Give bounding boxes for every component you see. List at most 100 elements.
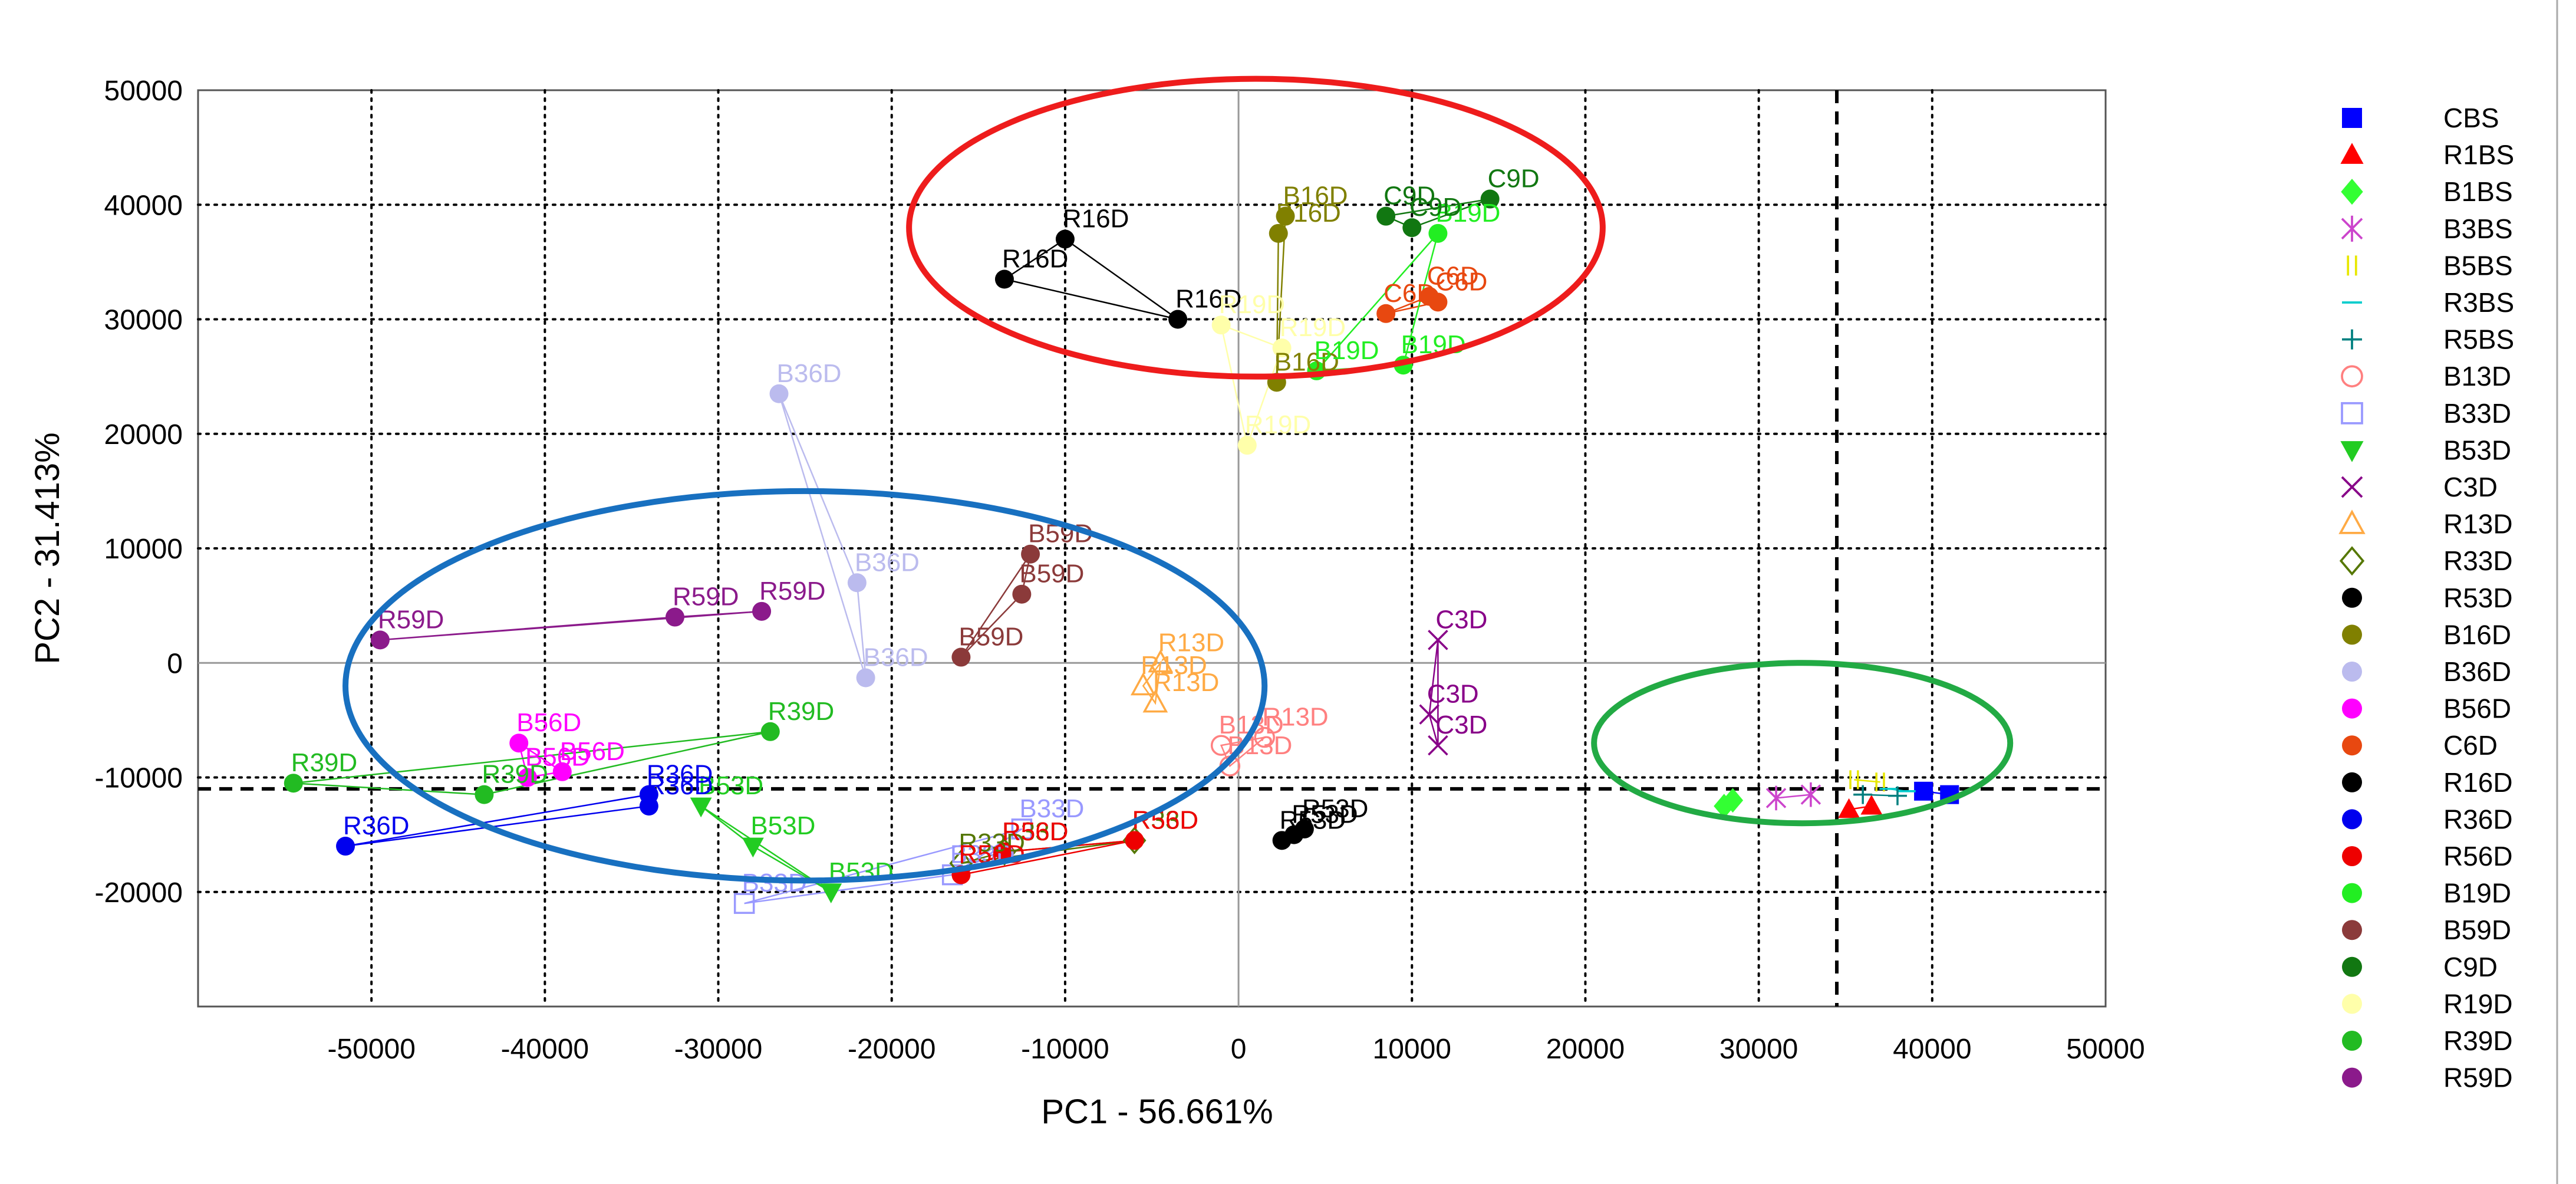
- x-tick-label: 40000: [1893, 1034, 1971, 1065]
- plot-area-frame: [197, 89, 2107, 1008]
- point-label-r13d: R13D: [1153, 668, 1220, 697]
- legend-label-b59d: B59D: [2443, 915, 2511, 945]
- point-r39d: [760, 722, 780, 741]
- legend-marker-r36d: [2342, 809, 2362, 830]
- point-r56d: [994, 842, 1014, 861]
- legend-label-r59d: R59D: [2443, 1063, 2513, 1093]
- point-b36d: [769, 384, 789, 403]
- y-tick-label: 40000: [104, 190, 183, 221]
- cluster-ellipse: [906, 75, 1606, 380]
- point-r56d: [1125, 831, 1144, 850]
- point-label-c9d: C9D: [1488, 165, 1540, 193]
- legend: CBS R1BS B1BS B3BS B5BS R3BS R5BS B13D B33D B53D C…: [2338, 103, 2514, 1093]
- cluster-ellipse: [1591, 660, 2014, 827]
- point-b53d: [742, 837, 764, 858]
- point-label-r59d: R59D: [378, 605, 444, 634]
- point-label-c6d: C6D: [1383, 279, 1435, 308]
- x-tick-label: 10000: [1373, 1034, 1451, 1065]
- legend-marker-b33d: [2341, 402, 2363, 425]
- legend-label-b1bs: B1BS: [2443, 176, 2513, 207]
- legend-marker-r19d: [2342, 994, 2362, 1014]
- legend-marker-b3bs: [2341, 215, 2363, 242]
- point-cbs: [1914, 781, 1933, 801]
- point-label-r36d: R36D: [647, 760, 713, 789]
- y-tick-label: -20000: [95, 877, 183, 909]
- point-label-r39d: R39D: [768, 697, 835, 726]
- legend-marker-cbs: [2342, 108, 2362, 128]
- point-b36d: [856, 668, 875, 688]
- point-label-c3d: C3D: [1435, 711, 1487, 739]
- point-b56d: [509, 734, 529, 753]
- connector-b33d: [744, 828, 1023, 905]
- legend-label-c6d: C6D: [2443, 730, 2498, 761]
- x-tick-label: -20000: [848, 1034, 935, 1065]
- point-c3d: [1419, 704, 1439, 725]
- point-r19d: [1211, 315, 1231, 335]
- legend-label-b33d: B33D: [2443, 398, 2511, 429]
- x-tick-label: 30000: [1719, 1034, 1798, 1065]
- point-r1bs: [1838, 798, 1860, 818]
- legend-label-b19d: B19D: [2443, 878, 2511, 909]
- legend-label-c3d: C3D: [2443, 472, 2498, 502]
- point-label-c9d: C9D: [1409, 193, 1461, 222]
- point-label-b56d: B56D: [516, 708, 581, 737]
- point-r59d: [752, 601, 772, 621]
- point-label-r19d: R19D: [1245, 410, 1312, 439]
- point-label-b53d: B53D: [699, 771, 763, 800]
- legend-marker-b36d: [2342, 662, 2362, 682]
- legend-label-r56d: R56D: [2443, 841, 2513, 871]
- point-label-r36d: R36D: [647, 771, 713, 800]
- point-b19d: [1428, 223, 1448, 243]
- point-label-c3d: C3D: [1427, 680, 1479, 709]
- cluster-ellipses: [342, 75, 2014, 884]
- point-label-r39d: R39D: [482, 760, 548, 789]
- legend-label-r5bs: R5BS: [2443, 324, 2514, 355]
- point-label-r56d: R56D: [1002, 817, 1069, 846]
- legend-label-r39d: R39D: [2443, 1025, 2513, 1056]
- point-r39d: [475, 785, 494, 804]
- connector-c9d: [1383, 198, 1491, 229]
- connector-r16d: [1002, 238, 1178, 320]
- legend-label-b53d: B53D: [2443, 435, 2511, 465]
- point-label-b59d: B59D: [1019, 560, 1084, 588]
- legend-label-r3bs: R3BS: [2443, 287, 2514, 318]
- point-r16d: [1055, 229, 1075, 249]
- point-label-b59d: B59D: [958, 623, 1023, 652]
- point-label-c6d: C6D: [1435, 267, 1487, 296]
- point-b56d: [552, 762, 572, 781]
- point-r19d: [1237, 436, 1257, 455]
- legend-marker-c9d: [2342, 956, 2362, 977]
- legend-label-r13d: R13D: [2443, 509, 2513, 540]
- y-tick-label: 10000: [104, 534, 183, 565]
- point-label-r53d: R53D: [1280, 805, 1346, 834]
- legend-marker-b19d: [2342, 883, 2362, 903]
- point-b53d: [820, 883, 842, 903]
- point-label-b36d: B36D: [777, 359, 842, 388]
- x-tick-label: -40000: [501, 1034, 589, 1065]
- x-tick-label: 20000: [1546, 1034, 1625, 1065]
- legend-marker-b53d: [2340, 441, 2364, 462]
- legend-marker-b56d: [2342, 698, 2362, 719]
- point-label-r16d: R16D: [1063, 205, 1129, 233]
- legend-label-b5bs: B5BS: [2443, 250, 2513, 281]
- point-r16d: [994, 269, 1014, 289]
- point-b59d: [1012, 584, 1032, 604]
- point-label-r59d: R59D: [673, 583, 739, 611]
- point-b33d: [733, 893, 755, 914]
- y-tick-label: 0: [167, 648, 183, 679]
- y-tick-label: 20000: [104, 419, 183, 450]
- point-label-b19d: B19D: [1314, 336, 1379, 365]
- legend-label-b56d: B56D: [2443, 693, 2511, 724]
- x-tick-label: -10000: [1021, 1034, 1109, 1065]
- point-b33d: [1011, 818, 1033, 840]
- point-label-r53d: R53D: [1302, 794, 1369, 823]
- point-b59d: [951, 647, 971, 667]
- point-b5bs: [1849, 770, 1859, 790]
- point-label-r16d: R16D: [1002, 245, 1069, 274]
- point-r59d: [370, 630, 390, 650]
- point-c9d: [1376, 206, 1396, 226]
- point-label-b36d: B36D: [855, 548, 920, 577]
- data-points: [284, 189, 1959, 914]
- connector-r19d: [1220, 324, 1283, 448]
